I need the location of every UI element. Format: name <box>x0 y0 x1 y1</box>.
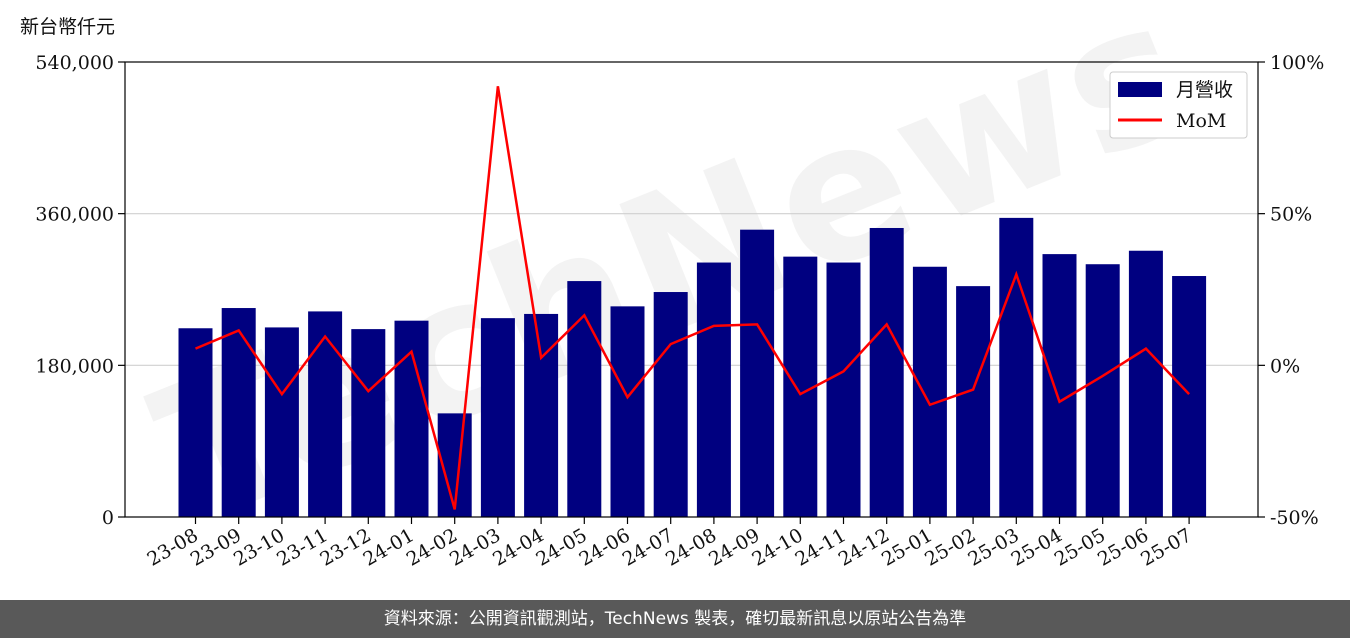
bar <box>740 229 775 518</box>
bar <box>1085 264 1120 517</box>
bar <box>869 227 904 518</box>
legend-label-revenue: 月營收 <box>1176 79 1233 101</box>
revenue-bars <box>178 217 1207 518</box>
bar <box>178 328 213 517</box>
mom-line <box>195 86 1191 510</box>
left-axis: 0 180,000 360,000 540,000 <box>35 52 125 529</box>
right-tick-label: 100% <box>1270 52 1324 74</box>
right-tick-label: 50% <box>1270 204 1312 226</box>
bar <box>653 292 688 517</box>
bar <box>351 329 386 517</box>
legend-swatch-revenue <box>1118 82 1162 97</box>
bar <box>826 262 861 517</box>
left-tick-label: 540,000 <box>35 52 114 74</box>
right-axis: -50% 0% 50% 100% <box>1258 52 1324 529</box>
right-tick-label: -50% <box>1270 507 1319 529</box>
bar <box>696 262 731 517</box>
legend-label-mom: MoM <box>1176 110 1226 132</box>
bar <box>480 318 515 517</box>
bar <box>1128 250 1163 518</box>
footer-source-note: 資料來源：公開資訊觀測站，TechNews 製表，確切最新訊息以原站公告為準 <box>0 600 1350 638</box>
bar <box>1042 254 1077 517</box>
x-axis: 23-0823-0923-1023-1123-1224-0124-0224-03… <box>144 517 1196 571</box>
chart: 新台幣仟元 0 180,000 360,000 540,000 -50% 0% 50% 10… <box>20 16 1324 571</box>
bar <box>956 286 991 517</box>
bar <box>1172 276 1207 517</box>
left-tick-label: 360,000 <box>35 204 114 226</box>
bar <box>264 327 299 517</box>
legend: 月營收 MoM <box>1109 71 1248 139</box>
right-tick-label: 0% <box>1270 355 1300 377</box>
plot-frame <box>124 61 1259 518</box>
bar <box>221 308 256 517</box>
bar <box>912 266 947 517</box>
bar <box>999 217 1034 517</box>
x-tick-label: 25-07 <box>1137 524 1195 570</box>
left-tick-label: 0 <box>102 507 114 529</box>
y-unit-label: 新台幣仟元 <box>20 16 115 38</box>
bar <box>308 311 343 517</box>
bar <box>567 281 602 517</box>
bar <box>610 306 645 517</box>
left-tick-label: 180,000 <box>35 355 114 377</box>
